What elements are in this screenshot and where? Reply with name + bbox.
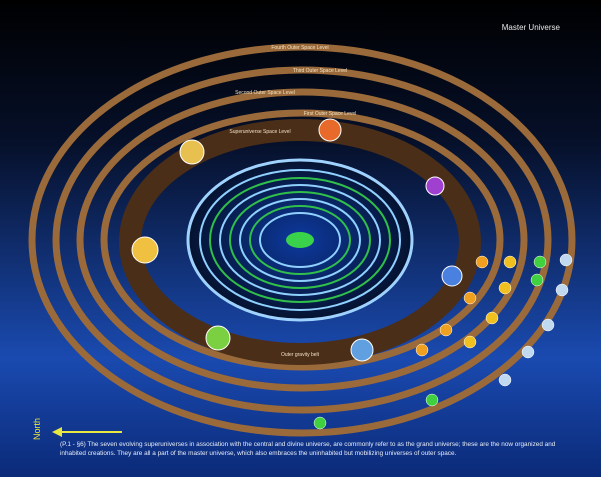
paradise-isle [286,232,314,248]
decoration [219,184,381,296]
decoration [259,212,341,268]
inner-circuits [199,169,401,311]
decoration [239,198,361,282]
title: Master Universe [502,23,561,32]
decoration [52,427,62,437]
outer-space-bodies [313,253,573,430]
decoration [425,176,445,196]
decoration [530,273,544,287]
outer-rings [28,43,576,437]
ring-label: Fourth Outer Space Level [271,45,328,51]
ring-label: Superuniverse Space Level [229,129,290,135]
decoration [559,253,573,267]
decoration [350,338,374,362]
decoration [313,416,327,430]
decoration [318,118,342,142]
ring-label: Third Outer Space Level [293,68,347,74]
ring [28,43,576,437]
decoration [179,139,205,165]
decoration [199,169,401,311]
decoration [439,323,453,337]
decoration [463,291,477,305]
decoration [533,255,547,269]
decoration [503,255,517,269]
decoration [249,205,351,275]
ring-label: Second Outer Space Level [235,90,295,96]
decoration [541,318,555,332]
caption: (P.1 - §6) The seven evolving superunive… [60,441,556,457]
decoration [485,311,499,325]
decoration [209,177,391,303]
decoration [229,191,371,289]
decoration [475,255,489,269]
decoration [463,335,477,349]
superuniverses [131,118,463,362]
decoration [555,283,569,297]
ring [100,109,504,371]
decoration [425,393,439,407]
ring-label: First Outer Space Level [304,111,357,117]
decoration [498,373,512,387]
direction-label: North [32,418,42,440]
decoration [415,343,429,357]
decoration [521,345,535,359]
ring [76,88,528,392]
gravity-belt [119,119,481,365]
north-arrow: North [32,418,122,440]
decoration [441,265,463,287]
belt-label: Outer gravity belt [281,352,320,358]
decoration [205,325,231,351]
decoration [498,281,512,295]
decoration [131,236,159,264]
ring [52,66,552,414]
